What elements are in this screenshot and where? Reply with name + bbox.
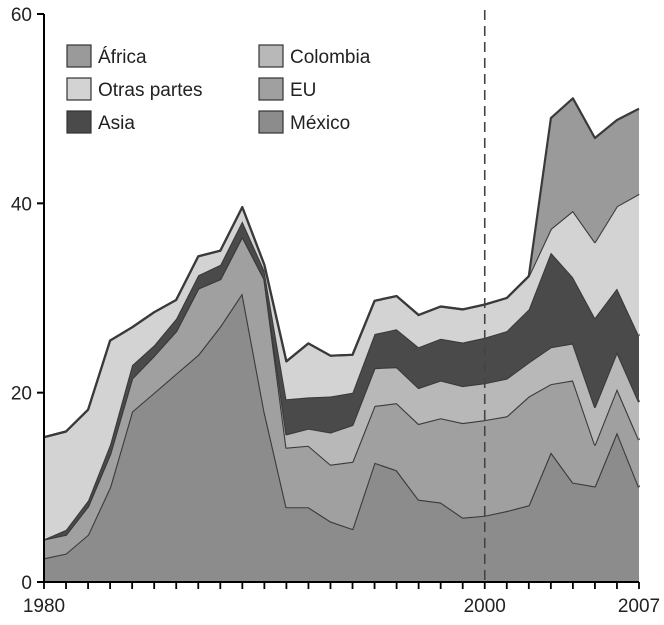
- x-tick-label-1980: 1980: [23, 596, 65, 617]
- y-tick-label-0: 0: [21, 573, 32, 594]
- legend-label-asia: Asia: [98, 113, 135, 134]
- legend-item-africa: África: [66, 44, 147, 68]
- legend-label-mexico: México: [290, 113, 350, 134]
- legend-swatch-colombia: [258, 44, 284, 68]
- line-africa: [43, 97, 640, 439]
- area-colombia: [44, 236, 639, 540]
- legend-item-mexico: México: [258, 110, 350, 134]
- legend-label-eu: EU: [290, 80, 316, 101]
- legend-label-colombia: Colombia: [290, 47, 371, 68]
- legend-item-eu: EU: [258, 77, 316, 101]
- legend-swatch-eu: [258, 77, 284, 101]
- legend-swatch-asia: [66, 110, 92, 134]
- legend-swatch-mexico: [258, 110, 284, 134]
- area-otras-partes: [44, 193, 639, 540]
- y-tick-label-40: 40: [11, 194, 32, 215]
- legend-swatch-otras-partes: [66, 77, 92, 101]
- areas-layer: [43, 97, 641, 582]
- legend-label-africa: África: [98, 47, 147, 68]
- area-eu: [44, 236, 639, 559]
- area-mexico: [44, 293, 639, 582]
- legend: África Otras partes Asia Colombia EU México: [66, 44, 371, 134]
- legend-label-otras-partes: Otras partes: [98, 80, 203, 101]
- legend-swatch-africa: [66, 44, 92, 68]
- x-tick-label-2000: 2000: [464, 596, 506, 617]
- y-tick-label-20: 20: [11, 384, 32, 405]
- legend-item-asia: Asia: [66, 110, 135, 134]
- y-tick-label-60: 60: [11, 5, 32, 26]
- area-africa: [44, 98, 639, 438]
- axes-layer: 0 20 40 60 1980 2000 2007: [11, 5, 660, 617]
- legend-item-otras-partes: Otras partes: [66, 77, 203, 101]
- x-tick-label-2007: 2007: [618, 596, 660, 617]
- legend-item-colombia: Colombia: [258, 44, 371, 68]
